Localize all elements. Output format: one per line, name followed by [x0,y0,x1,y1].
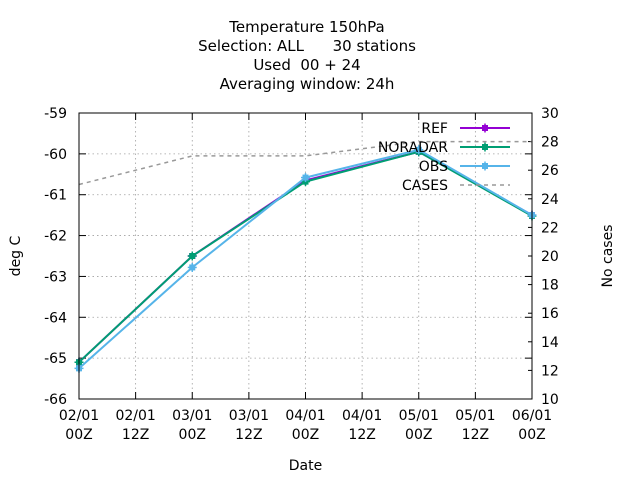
x-tick-label: 05/01 [455,408,495,424]
legend: REF NORADAR OBS CASES [378,121,510,194]
y2-tick-label: 30 [541,106,559,122]
x-tick-label: 06/01 [512,408,552,424]
y2-tick-label: 20 [541,249,559,265]
y2-tick-label: 28 [541,135,559,151]
x-axis-label: Date [289,458,322,474]
y-tick-label: -61 [44,188,67,204]
x-tick-label: 00Z [405,427,432,443]
legend-noradar-point [480,142,490,152]
title-line: Selection: ALL 30 stations [198,37,416,55]
y2-tick-label: 12 [541,363,559,379]
y2-tick-label: 22 [541,220,559,236]
x-tick-label: 02/01 [115,408,155,424]
x-tick-label: 12Z [462,427,489,443]
x-tick-label: 00Z [518,427,545,443]
y-tick-label: -59 [44,106,67,122]
y-tick-label: -62 [44,229,67,245]
x-tick-label: 12Z [122,427,149,443]
x-tick-label: 00Z [65,427,92,443]
y-axis-label: deg C [8,235,24,276]
legend-label-cases: CASES [402,178,448,194]
title-line: Temperature 150hPa [228,18,385,36]
title-line: Used 00 + 24 [253,56,360,74]
y2-tick-label: 14 [541,335,559,351]
x-tick-label: 00Z [179,427,206,443]
y2-axis-ticks: 10 12 14 16 18 20 22 24 26 28 30 [528,106,559,408]
y-axis-ticks: -66 -65 -64 -63 -62 -61 -60 -59 [44,106,532,408]
legend-label-noradar: NORADAR [378,140,448,156]
x-tick-label: 00Z [292,427,319,443]
grid [79,113,532,399]
legend-obs-point [480,161,490,171]
y-tick-label: -65 [44,351,67,367]
x-tick-label: 12Z [235,427,262,443]
title-line: Averaging window: 24h [220,75,395,93]
y-tick-label: -66 [44,392,67,408]
x-tick-label: 03/01 [229,408,269,424]
y2-tick-label: 10 [541,392,559,408]
x-tick-label: 04/01 [342,408,382,424]
y-tick-label: -64 [44,310,67,326]
x-tick-label: 12Z [348,427,375,443]
y-tick-label: -60 [44,147,67,163]
legend-ref-point [480,123,490,133]
series-obs-point [414,145,424,155]
y2-tick-label: 16 [541,306,559,322]
legend-label-obs: OBS [419,159,448,175]
series-noradar-point [187,251,197,261]
legend-label-ref: REF [421,121,448,137]
series-obs-point [187,262,197,272]
x-axis-ticks: 02/01 00Z 02/01 12Z 03/01 00Z 03/01 12Z 04/01 00Z… [59,113,552,443]
series-obs-point [301,173,310,183]
x-tick-label: 04/01 [285,408,325,424]
y-tick-label: -63 [44,269,67,285]
plot-frame [78,112,533,400]
y2-tick-label: 24 [541,192,559,208]
x-tick-label: 03/01 [172,408,212,424]
y2-tick-label: 18 [541,278,559,294]
y2-tick-label: 26 [541,163,559,179]
x-tick-label: 05/01 [399,408,439,424]
y2-axis-label: No cases [600,225,616,288]
x-tick-label: 02/01 [59,408,99,424]
